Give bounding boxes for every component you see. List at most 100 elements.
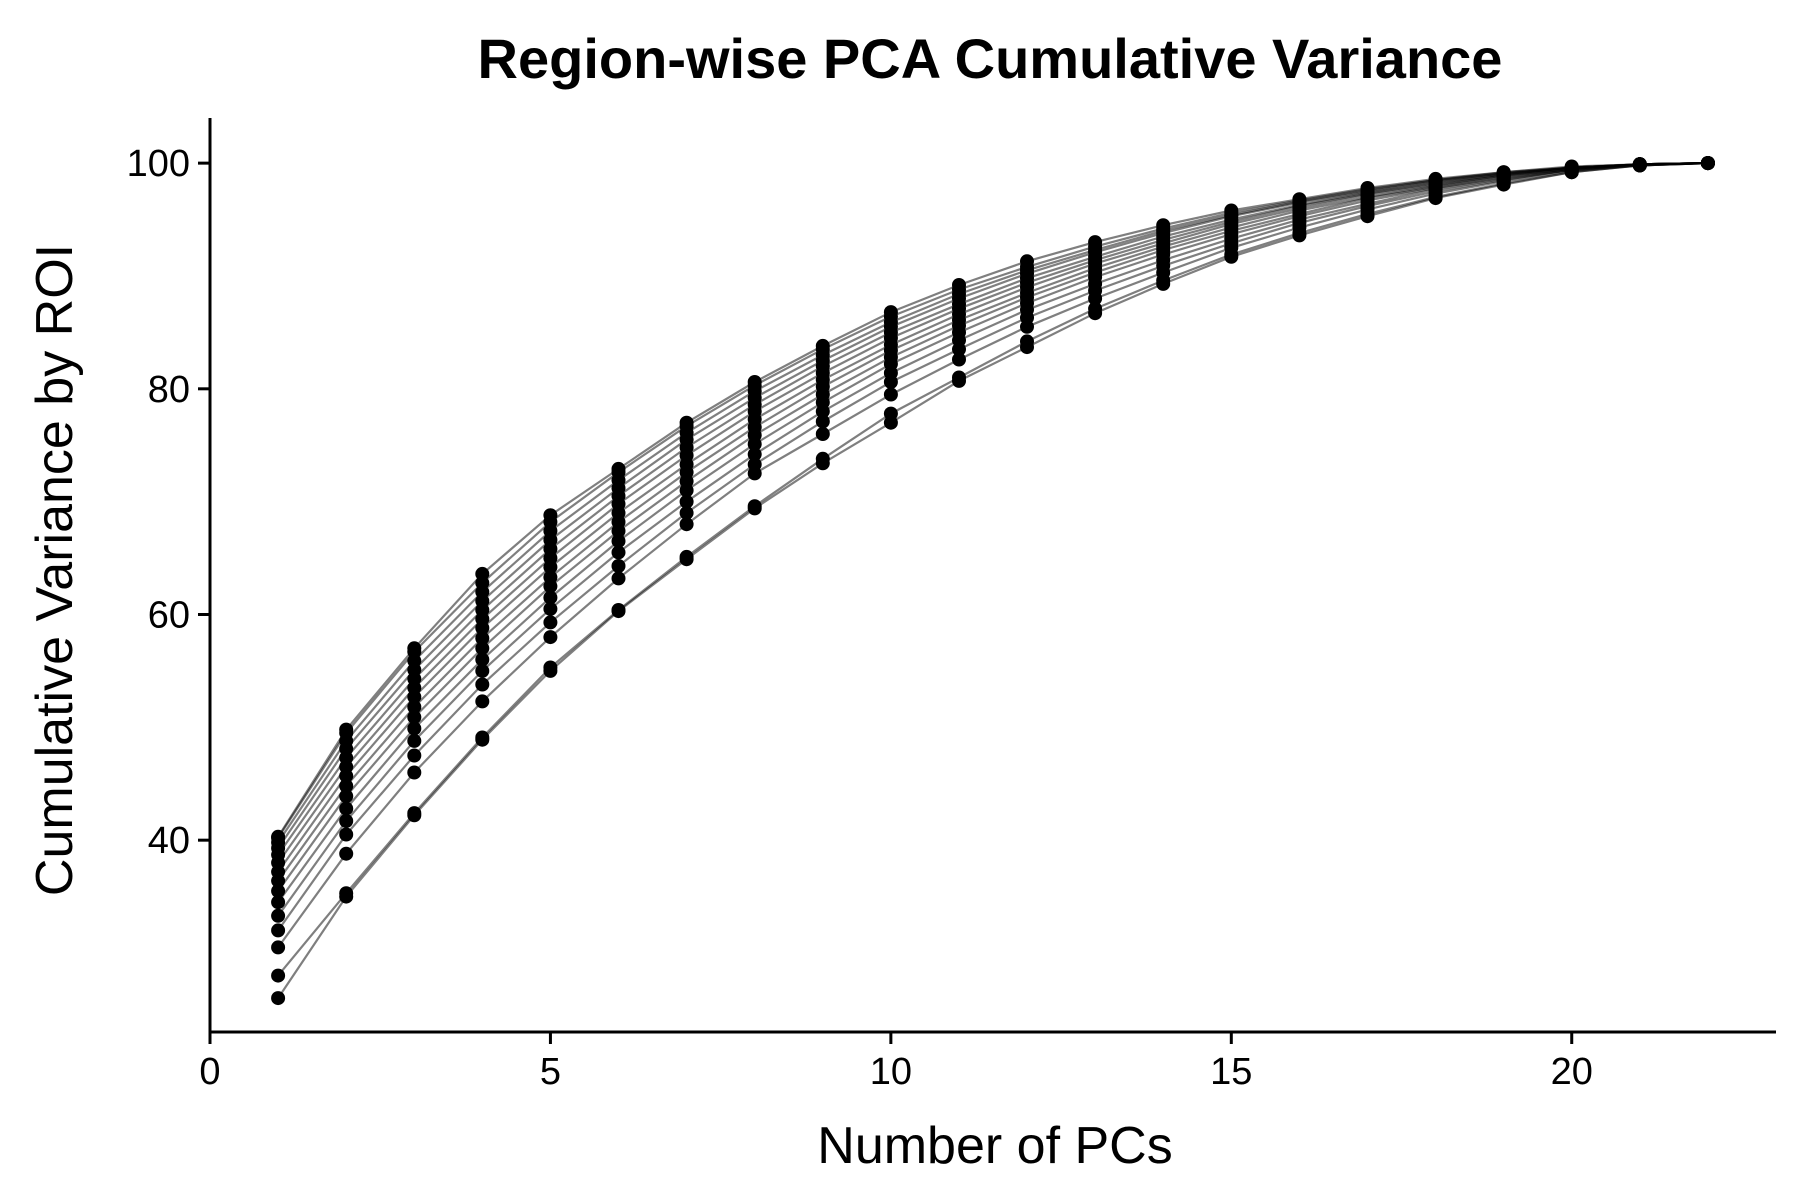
y-tick-label: 40	[148, 820, 190, 862]
series-line	[277, 162, 1708, 882]
series-line	[277, 162, 1708, 949]
data-point	[611, 603, 626, 617]
data-point	[1020, 254, 1034, 269]
data-point	[339, 779, 354, 793]
x-axis-label: Number of PCs	[817, 1117, 1172, 1175]
data-point	[611, 461, 626, 476]
data-point	[1632, 157, 1647, 172]
y-axis-label: Cumulative Variance by ROI	[26, 244, 84, 896]
y-tick-label: 100	[127, 143, 190, 185]
data-point	[271, 923, 286, 938]
data-point	[271, 908, 286, 923]
axes: 0 5 10 15 20 40 60 80 100	[127, 118, 1776, 1093]
data-point	[407, 641, 422, 656]
x-axis-ticks: 0 5 10 15 20	[199, 1032, 1593, 1093]
data-point	[339, 814, 354, 828]
data-point	[679, 517, 694, 532]
data-point	[407, 710, 422, 725]
x-tick-label: 5	[540, 1051, 561, 1093]
series-line	[277, 162, 1708, 838]
data-point	[679, 415, 694, 430]
data-point	[271, 884, 286, 898]
data-point	[679, 549, 694, 564]
data-point	[815, 427, 830, 441]
data-point	[679, 494, 694, 509]
data-point	[611, 545, 626, 560]
data-point	[475, 694, 490, 709]
data-point	[339, 789, 354, 804]
data-point	[543, 570, 558, 585]
series-points	[271, 156, 1715, 1006]
data-point	[339, 722, 354, 737]
series-lines	[277, 162, 1708, 999]
y-tick-label: 80	[148, 369, 190, 411]
data-point	[1428, 171, 1443, 186]
data-point	[339, 827, 354, 842]
series-line	[277, 162, 1708, 892]
series-line	[277, 162, 1708, 903]
data-point	[271, 940, 286, 955]
data-point	[543, 660, 558, 675]
data-point	[271, 829, 286, 844]
data-point	[1360, 181, 1375, 195]
data-point	[271, 991, 286, 1006]
series-line	[277, 162, 1708, 917]
data-point	[747, 375, 762, 389]
data-point	[611, 571, 626, 586]
chart-title: Region-wise PCA Cumulative Variance	[478, 27, 1503, 90]
data-point	[475, 652, 490, 667]
series-line	[277, 162, 1708, 999]
y-axis-ticks: 40 60 80 100	[127, 143, 210, 862]
series-line	[277, 162, 1708, 856]
data-point	[407, 733, 422, 748]
data-point	[1564, 159, 1579, 174]
data-point	[475, 566, 490, 581]
series-line	[277, 162, 1708, 844]
x-tick-label: 15	[1210, 1051, 1252, 1093]
data-point	[475, 631, 490, 646]
data-point	[543, 590, 558, 605]
data-point	[747, 457, 762, 472]
x-tick-label: 0	[199, 1051, 220, 1093]
data-point	[543, 508, 558, 523]
data-point	[475, 677, 490, 692]
data-point	[611, 534, 626, 549]
series-line	[277, 162, 1708, 932]
data-point	[339, 846, 354, 861]
data-point	[407, 748, 422, 763]
data-point	[1700, 156, 1715, 171]
series-line	[277, 162, 1708, 849]
data-point	[883, 387, 898, 402]
data-point	[271, 968, 286, 983]
data-point	[1496, 165, 1511, 180]
data-point	[815, 414, 830, 429]
series-line	[277, 162, 1708, 873]
data-point	[815, 338, 830, 353]
data-point	[883, 406, 898, 421]
series-line	[277, 162, 1708, 977]
data-point	[407, 700, 422, 714]
data-point	[475, 730, 490, 745]
data-point	[1088, 301, 1103, 316]
data-point	[815, 451, 830, 466]
data-point	[1020, 334, 1034, 349]
data-point	[407, 765, 422, 780]
data-point	[1156, 218, 1171, 233]
series-line	[277, 162, 1708, 864]
data-point	[475, 663, 490, 678]
data-point	[952, 370, 966, 385]
data-point	[747, 447, 762, 462]
data-point	[747, 499, 762, 514]
data-point	[1088, 235, 1103, 250]
data-point	[1292, 192, 1307, 207]
data-point	[407, 721, 422, 736]
data-point	[679, 505, 694, 520]
data-point	[339, 886, 354, 901]
x-tick-label: 10	[870, 1051, 912, 1093]
data-point	[543, 630, 558, 645]
y-tick-label: 60	[148, 594, 190, 636]
data-point	[339, 801, 354, 816]
data-point	[543, 615, 558, 630]
